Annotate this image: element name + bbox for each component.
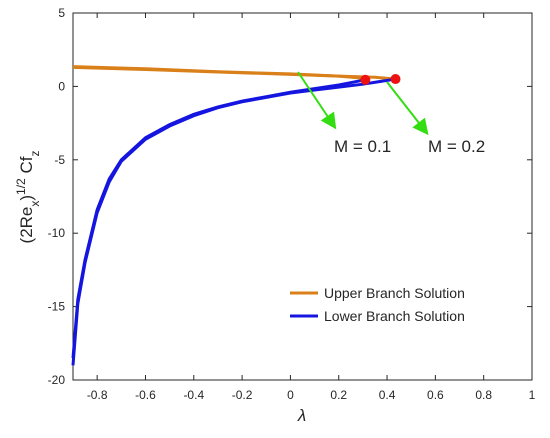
x-tick-label: 0.6 [427, 388, 444, 402]
turning-point [390, 74, 401, 85]
x-tick-label: -0.6 [135, 388, 156, 402]
y-label-part: z [28, 151, 42, 157]
turning-point [360, 74, 371, 85]
x-tick-label: -0.4 [183, 388, 204, 402]
annotation-arrow [297, 71, 337, 130]
x-tick-label: 0.2 [330, 388, 347, 402]
x-tick-label: 0.4 [379, 388, 396, 402]
y-tick-label: -10 [48, 226, 66, 240]
annotation: M = 0.1 [334, 137, 391, 156]
y-label-part: 1/2 [14, 178, 28, 195]
y-tick-label: 0 [58, 79, 65, 93]
y-label-part: (2Re [17, 207, 36, 244]
y-label-part: ) [17, 195, 36, 201]
y-tick-label: -15 [48, 300, 66, 314]
x-tick-label: -0.2 [232, 388, 253, 402]
line [72, 65, 396, 81]
legend-label: Upper Branch Solution [324, 285, 465, 301]
y-label-part: x [28, 201, 42, 207]
x-tick-label: 0.8 [475, 388, 492, 402]
x-tick-label: 1 [529, 388, 536, 402]
y-tick-label: 5 [58, 6, 65, 20]
legend-label: Lower Branch Solution [324, 308, 465, 324]
y-axis-label: (2Rex)1/2 Cfz [14, 151, 42, 244]
annotation: M = 0.2 [428, 137, 485, 156]
annotation-arrow [386, 81, 429, 136]
line [71, 77, 396, 366]
y-tick-label: -20 [48, 373, 66, 387]
x-axis-label: λ [297, 406, 306, 425]
x-tick-label: 0 [287, 388, 294, 402]
y-tick-label: -5 [54, 153, 65, 167]
y-label-part: Cf [17, 156, 36, 178]
x-tick-label: -0.8 [87, 388, 108, 402]
